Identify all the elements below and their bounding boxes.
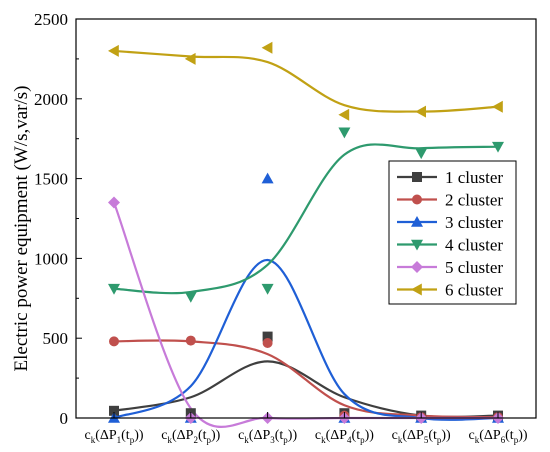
data-point-2-1	[109, 336, 119, 347]
series-markers	[108, 41, 504, 424]
x-tick-label: ck(ΔP1(tp))	[84, 428, 143, 445]
x-tick-label: ck(ΔP5(tp))	[392, 428, 451, 445]
data-point-6-6	[492, 100, 503, 113]
y-axis: 0 500 1000 1500 2000 2500	[34, 10, 82, 428]
legend-label-2: 2 cluster	[445, 191, 503, 210]
y-tick-label: 1000	[34, 249, 68, 268]
y-tick-label: 1500	[34, 170, 68, 189]
legend-marker-6	[411, 283, 422, 296]
y-tick-label: 500	[43, 329, 69, 348]
data-point-6-2	[184, 52, 196, 65]
data-point-6-5	[415, 105, 426, 118]
legend-label-6: 6 cluster	[445, 281, 503, 300]
data-point-1-3	[262, 331, 273, 342]
data-point-2-3	[262, 337, 273, 348]
legend-marker-2	[412, 194, 422, 205]
legend-box	[388, 160, 517, 305]
y-tick-label: 0	[60, 409, 69, 428]
legend-marker-3	[411, 216, 423, 227]
legend-label-5: 5 cluster	[445, 258, 503, 277]
legend-marker-4	[411, 239, 423, 251]
x-tick-label: ck(ΔP3(tp))	[238, 428, 297, 445]
data-point-3-3	[261, 172, 274, 184]
x-tick-label: ck(ΔP2(tp))	[161, 428, 220, 445]
legend: 1 cluster 2 cluster 3 cluster 4 cluster 5 cl…	[388, 160, 517, 305]
legend-marker-5	[411, 261, 423, 273]
data-point-1-1	[109, 405, 119, 416]
legend-label-1: 1 cluster	[445, 168, 503, 187]
x-tick-label: ck(ΔP4(tp))	[315, 428, 374, 445]
legend-label-3: 3 cluster	[445, 213, 503, 232]
data-point-4-5	[415, 148, 428, 160]
y-tick-label: 2000	[34, 90, 68, 109]
data-point-4-4	[338, 127, 351, 139]
series-line-2	[113, 339, 499, 419]
legend-label-4: 4 cluster	[445, 236, 503, 255]
data-point-6-3	[261, 41, 273, 54]
y-tick-label: 2500	[34, 10, 68, 29]
data-point-5-1	[108, 196, 120, 209]
data-point-4-2	[184, 291, 197, 303]
data-point-2-2	[185, 335, 196, 346]
data-point-4-6	[492, 141, 504, 153]
x-tick-label: ck(ΔP6(tp))	[468, 428, 527, 445]
data-point-6-1	[108, 44, 119, 57]
y-axis-label: Electric power equipment (W/s,var/s)	[11, 86, 32, 372]
data-point-4-1	[108, 283, 120, 295]
data-point-4-3	[261, 283, 274, 295]
legend-marker-1	[412, 172, 422, 182]
series-line-6	[113, 49, 499, 113]
data-point-6-4	[338, 108, 350, 121]
x-axis: ck(ΔP1(tp)) ck(ΔP2(tp)) ck(ΔP3(tp)) ck(ΔP4(…	[84, 412, 528, 445]
